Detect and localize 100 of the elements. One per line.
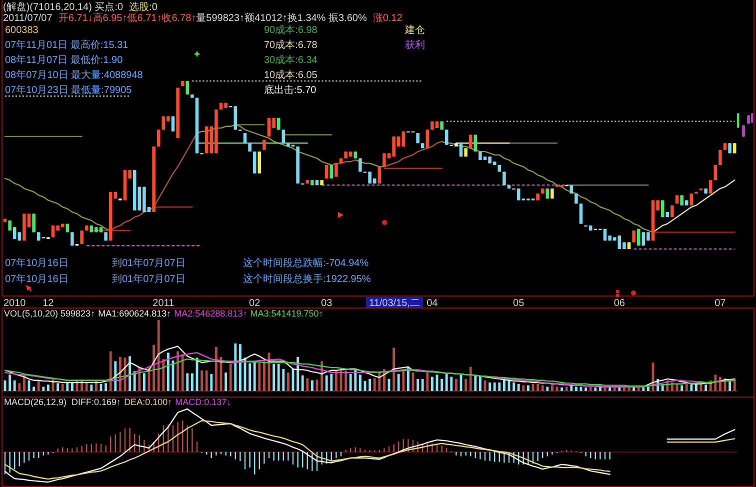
bar — [695, 384, 698, 391]
candlestick — [186, 80, 190, 95]
candlestick — [234, 106, 238, 130]
text: 开6.71↓高6.95↑低6.71↑收6.78↑ — [58, 12, 196, 24]
bar — [239, 344, 242, 391]
bar — [728, 380, 731, 391]
bar — [104, 383, 107, 391]
candlestick — [156, 129, 160, 148]
x-tick-label: 02 — [249, 298, 261, 309]
text: 这个时间段总换手:1922.95% — [243, 273, 371, 285]
bar — [85, 382, 88, 391]
bar — [536, 384, 539, 391]
candlestick — [516, 188, 520, 201]
text: 量599823↑额41012↑换1.34% 振3.60% — [196, 12, 367, 24]
bar — [191, 373, 194, 391]
bar — [474, 375, 477, 391]
bar — [335, 370, 338, 391]
x-tick-label: 12 — [42, 298, 54, 309]
bar — [503, 380, 506, 391]
bar — [541, 385, 544, 391]
bar — [61, 384, 64, 391]
text: 08年11月07日 最低价:1.90 — [5, 54, 124, 66]
text: 11/03/15,二 — [369, 298, 420, 309]
candlestick — [171, 116, 175, 132]
bar — [287, 372, 290, 391]
bar — [594, 387, 597, 391]
bar — [455, 378, 458, 391]
bar — [584, 387, 587, 391]
bar — [575, 386, 578, 391]
candlestick — [32, 213, 36, 233]
text: DIFF:0.169↑ — [72, 397, 122, 407]
bar — [205, 370, 208, 391]
bar — [373, 378, 376, 391]
annotation: 08年07月10日 最大量:4088948 — [5, 69, 144, 81]
x-tick-label: 2011 — [152, 298, 175, 309]
text: 建仓 — [404, 24, 425, 36]
bar — [661, 385, 664, 391]
annotation: 10成本:6.05 — [264, 69, 318, 81]
bar — [311, 380, 314, 391]
bar — [632, 387, 635, 391]
bar — [301, 375, 304, 391]
bar — [431, 376, 434, 391]
bar — [13, 380, 16, 391]
bar — [426, 372, 429, 391]
bar — [690, 384, 693, 391]
bar — [181, 354, 184, 391]
bar — [152, 344, 155, 391]
text: 07年10月16日 — [5, 273, 68, 285]
bar — [157, 320, 160, 391]
bar — [512, 382, 515, 391]
bar — [704, 384, 707, 391]
bar — [565, 386, 568, 391]
candlestick — [426, 129, 430, 149]
bar — [344, 371, 347, 391]
bar — [37, 381, 40, 391]
bar — [479, 375, 482, 391]
bar — [440, 378, 443, 391]
text: MACD(26,12,9) — [4, 397, 67, 407]
text: 600383 — [5, 25, 39, 36]
bar — [397, 374, 400, 391]
text: 07年10月16日 — [5, 257, 68, 269]
bar — [469, 366, 472, 391]
bar — [618, 387, 621, 391]
bar — [162, 359, 165, 391]
bar — [392, 348, 395, 391]
bar — [589, 386, 592, 391]
annotation: 底出击:5.70 — [264, 84, 317, 96]
bar — [282, 368, 285, 391]
bar — [32, 386, 35, 391]
bar — [570, 385, 573, 391]
bar — [368, 378, 371, 391]
text: 2011/07/07 — [3, 13, 53, 24]
bar — [498, 382, 501, 391]
candlestick — [714, 164, 718, 181]
x-tick-label: 05 — [513, 298, 525, 309]
bar — [450, 376, 453, 391]
text: 这个时间段总跌幅:-704.94% — [243, 257, 369, 269]
candlestick — [258, 151, 262, 174]
bar — [642, 387, 645, 391]
bar — [210, 374, 213, 391]
text: 获利 — [405, 39, 425, 51]
bar — [71, 382, 74, 391]
bar — [330, 374, 333, 391]
candlestick — [70, 232, 74, 246]
bar — [517, 384, 520, 391]
candlestick — [579, 203, 583, 224]
bar — [493, 382, 496, 391]
bar — [47, 384, 50, 391]
bar — [464, 378, 467, 391]
bar — [224, 372, 227, 391]
bar — [349, 374, 352, 391]
bar — [234, 343, 237, 391]
bar — [527, 385, 530, 391]
text: MACD:0.137↓ — [175, 397, 232, 407]
bar — [215, 346, 218, 391]
x-tick-label: 2010 — [3, 298, 26, 309]
bar — [176, 351, 179, 391]
bar — [325, 375, 328, 391]
bar — [186, 373, 189, 391]
candlestick — [324, 164, 328, 179]
